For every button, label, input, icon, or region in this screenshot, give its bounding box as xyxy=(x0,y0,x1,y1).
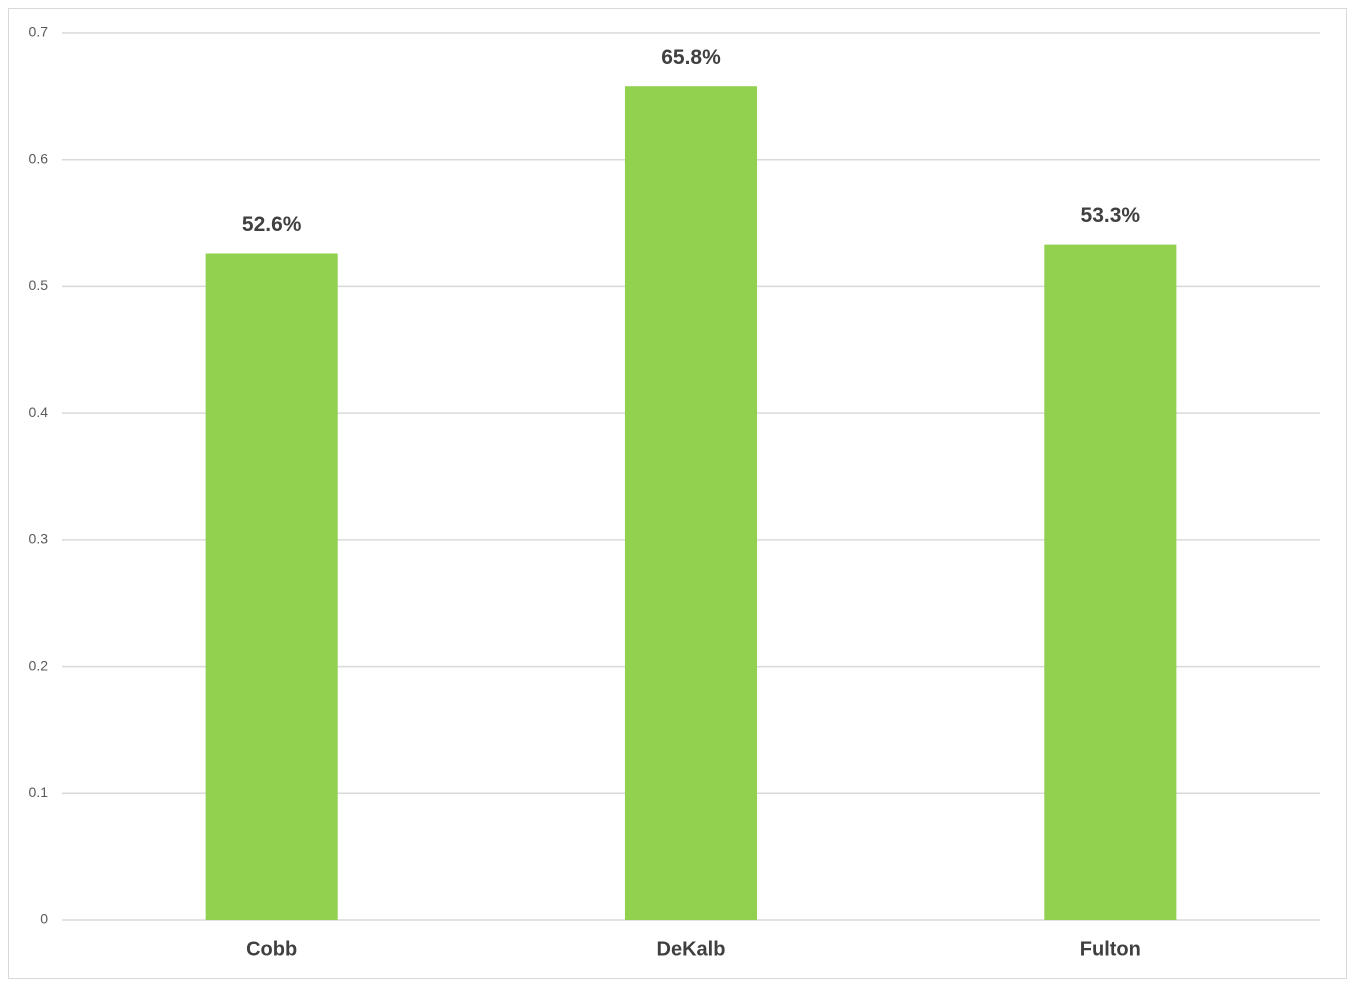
y-tick-label: 0.2 xyxy=(29,657,49,673)
y-tick-label: 0.7 xyxy=(29,24,49,40)
x-tick-label: Fulton xyxy=(1080,938,1141,960)
y-tick-label: 0 xyxy=(40,911,48,927)
y-tick-label: 0.5 xyxy=(29,277,49,293)
y-tick-label: 0.1 xyxy=(29,784,49,800)
y-tick-label: 0.3 xyxy=(29,531,49,547)
y-tick-label: 0.4 xyxy=(29,404,49,420)
x-tick-label: Cobb xyxy=(246,938,297,960)
x-tick-label: DeKalb xyxy=(657,938,726,960)
value-label: 53.3% xyxy=(1081,204,1141,227)
bar xyxy=(624,86,758,921)
bar xyxy=(1044,244,1177,920)
value-label: 52.6% xyxy=(242,213,302,236)
y-tick-label: 0.6 xyxy=(29,150,49,166)
bar xyxy=(205,253,338,921)
value-label: 65.8% xyxy=(661,46,721,69)
